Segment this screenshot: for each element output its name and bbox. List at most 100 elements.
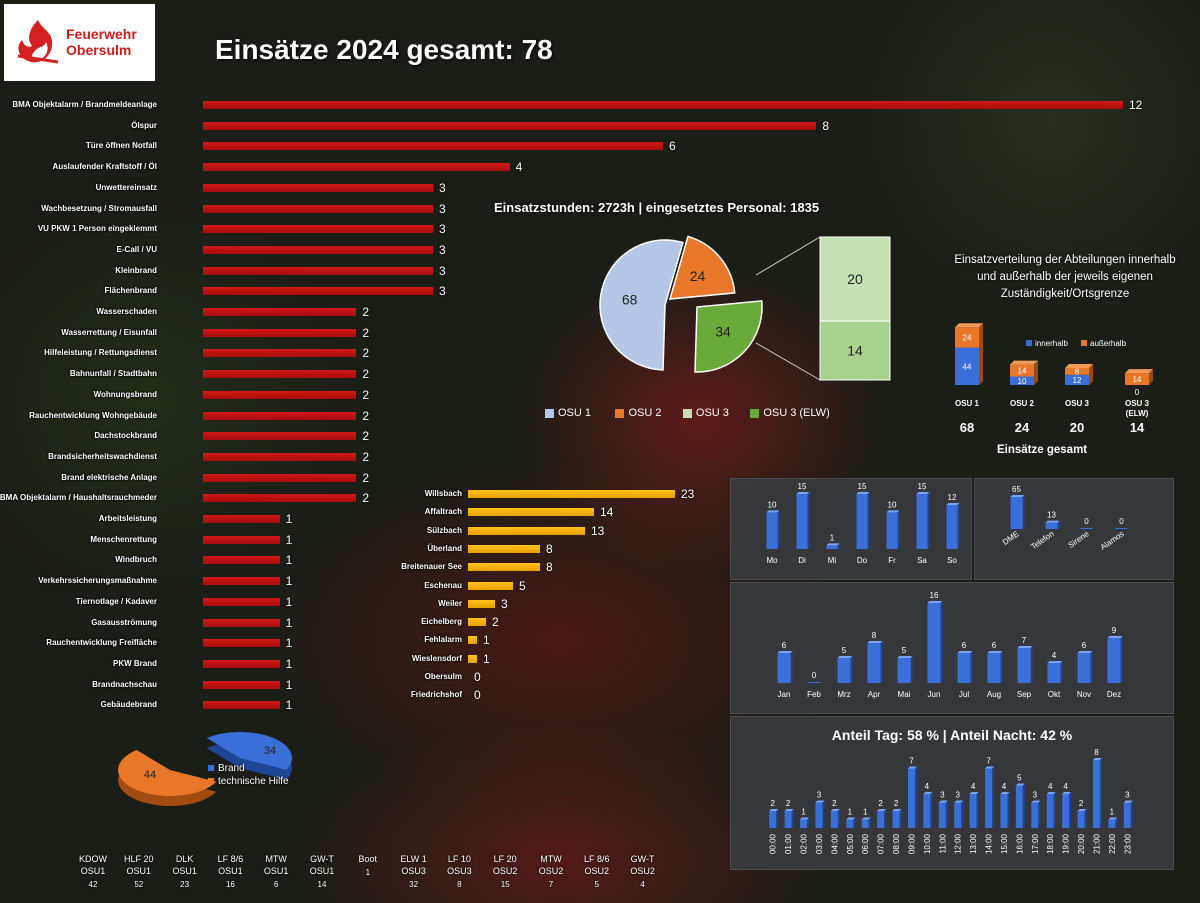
- bar-value: 13: [1047, 511, 1056, 520]
- bar: [203, 494, 357, 503]
- bar-side: [777, 510, 780, 549]
- weekday-panel: 10 Mo 15 Di 1 Mi 15 Do 10 Fr 15 Sa 12 So: [730, 478, 972, 580]
- bar-top: [826, 543, 840, 546]
- bar-label: Ölspur: [131, 120, 157, 130]
- bar-category: 12:00: [954, 833, 963, 854]
- bar: [826, 545, 838, 549]
- bar-value: 2: [770, 799, 775, 808]
- logo-text-line2: Obersulm: [66, 42, 132, 58]
- bar-label: Brandnachschau: [92, 679, 157, 689]
- bar: [897, 658, 911, 683]
- vehicle-name: ELW 1: [400, 854, 427, 864]
- bar-side: [880, 641, 883, 683]
- bar-top: [1010, 495, 1025, 497]
- bar-category: 03:00: [815, 833, 824, 854]
- bar-value: 1: [483, 651, 490, 666]
- bar: [1080, 528, 1093, 529]
- bar-label: Wasserschaden: [96, 307, 157, 316]
- bar: [800, 819, 808, 828]
- stack-top: [955, 323, 983, 328]
- vehicle-name: Boot: [358, 854, 378, 864]
- bar: [954, 802, 962, 828]
- bar-side: [776, 809, 779, 828]
- bar: [203, 515, 280, 523]
- bar-value: 2: [362, 346, 370, 361]
- stack-segment: [1065, 374, 1089, 385]
- bar: [1108, 819, 1116, 828]
- bar-value: 1: [285, 574, 293, 589]
- bar-label: Menschenrettung: [90, 534, 157, 544]
- bar-value: 13: [591, 523, 605, 538]
- bar: [1045, 522, 1058, 529]
- bar-top: [987, 651, 1003, 653]
- bar-value: 8: [872, 631, 877, 640]
- bar-value: 0: [1119, 517, 1124, 526]
- bar: [203, 659, 280, 668]
- bar-value: 12: [1129, 98, 1143, 112]
- stack-value: 14: [1133, 375, 1142, 384]
- bar-side: [910, 656, 913, 683]
- bar: [203, 370, 357, 379]
- breakout-segment: [819, 236, 891, 322]
- bar-value: 1: [483, 633, 490, 648]
- bar-label: Wohnungsbrand: [93, 389, 157, 399]
- bar-category: 13:00: [969, 833, 978, 854]
- bar: [203, 308, 357, 316]
- bar-top: [897, 656, 913, 658]
- chart-osu-pie: 24 34 68 20 14: [599, 235, 891, 381]
- bar: [985, 768, 993, 828]
- bar-category: 21:00: [1092, 833, 1101, 854]
- vehicle-count: 32: [409, 880, 419, 889]
- bar-value: 6: [669, 139, 676, 154]
- bar: [203, 287, 433, 296]
- bar-value: 0: [1084, 517, 1089, 526]
- bar-top: [907, 766, 917, 769]
- vehicle-count: 5: [594, 880, 600, 889]
- logo-text-line1: Feuerwehr: [66, 26, 137, 42]
- bar: [815, 802, 823, 828]
- bar: [468, 618, 486, 627]
- stack-segment: [1125, 373, 1149, 385]
- bar: [1077, 653, 1091, 683]
- bar-side: [1022, 783, 1025, 828]
- bar-side: [822, 800, 825, 828]
- bar: [916, 494, 928, 549]
- bar-top: [1015, 783, 1025, 786]
- bar-side: [914, 766, 917, 828]
- legend-osu1: OSU 1: [545, 407, 591, 419]
- bar-label: Türe öffnen Notfall: [85, 141, 157, 151]
- vehicle-column: HLF 20 OSU1 52: [118, 853, 160, 891]
- vehicle-count: 7: [548, 880, 554, 889]
- bar: [468, 654, 477, 663]
- vehicle-count: 1: [365, 868, 371, 877]
- vehicle-name: DLK: [175, 854, 194, 864]
- bar-category: 00:00: [769, 833, 778, 854]
- stack-segment: [1065, 368, 1089, 375]
- bar-category: Mo: [766, 556, 778, 565]
- bar-value: 8: [546, 560, 553, 575]
- bar-side: [853, 817, 856, 828]
- stack-top: [1125, 369, 1153, 374]
- pie-slice: [206, 732, 292, 770]
- bar-label: Sülzbach: [426, 525, 462, 535]
- bar-category: Di: [798, 556, 806, 565]
- bar-top: [985, 766, 995, 769]
- bar-label: Eschenau: [424, 580, 462, 590]
- vehicle-unit: OSU2: [538, 866, 564, 876]
- bar-category: 20:00: [1077, 833, 1086, 854]
- bar: [807, 682, 821, 683]
- bar: [468, 599, 495, 608]
- bar-side: [897, 510, 900, 549]
- stack-top: [1010, 360, 1038, 365]
- bar-top: [856, 492, 870, 494]
- bar-value: 5: [1017, 774, 1022, 783]
- bar: [203, 411, 357, 420]
- bar-value: 3: [439, 180, 446, 195]
- legend-innerhalb-swatch: [1026, 340, 1032, 346]
- bar-value: 6: [1082, 641, 1087, 650]
- bar-category: Jul: [959, 690, 969, 699]
- bar-value: 3: [439, 201, 446, 216]
- bar-label: Wieslensdorf: [411, 653, 462, 663]
- vehicle-unit: OSU1: [263, 866, 289, 876]
- stack-category: OSU 2: [1010, 399, 1035, 408]
